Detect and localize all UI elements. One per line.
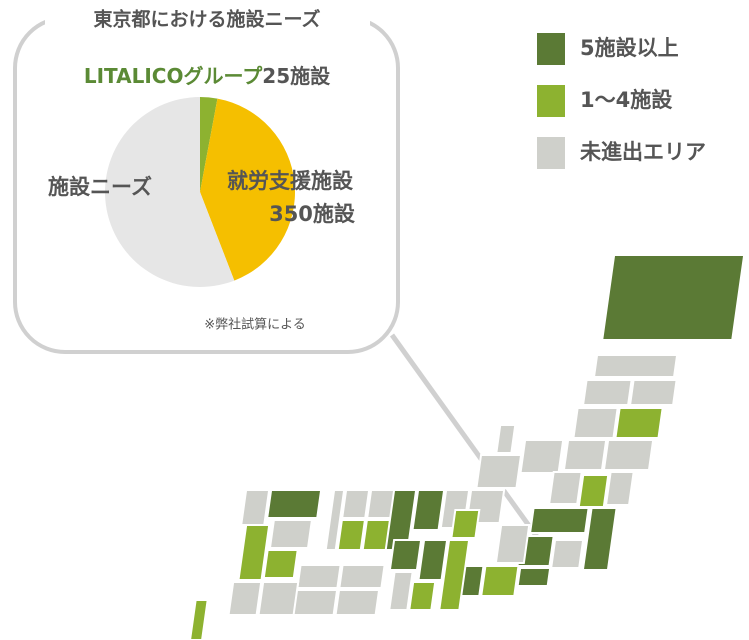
pie-slice	[200, 98, 296, 281]
map-tile	[562, 439, 608, 471]
title-mask	[45, 6, 370, 32]
map-tile	[408, 581, 437, 611]
map-tile	[602, 439, 655, 471]
pie	[105, 97, 296, 287]
legend-label: 5施設以上	[580, 36, 679, 60]
map-tile	[516, 567, 552, 587]
category-label: LITALICOグループ	[84, 64, 263, 88]
map-tile	[417, 539, 449, 581]
map-tile	[237, 524, 271, 581]
map-tile	[592, 354, 679, 378]
map-tile	[334, 589, 381, 616]
map-tile	[336, 519, 367, 551]
chart-title: 東京都における施設ニーズ	[93, 8, 320, 31]
legend-label: 1〜4施設	[580, 88, 673, 112]
map-tile	[240, 489, 271, 526]
map-tile	[548, 471, 583, 505]
map-tile	[388, 571, 414, 611]
map-tile	[262, 549, 299, 579]
map-tile	[411, 489, 446, 531]
map-tile	[268, 519, 314, 549]
map	[188, 254, 746, 640]
map-tile	[257, 581, 300, 616]
map-tile	[450, 509, 481, 539]
legend-label: 未進出エリア	[580, 140, 706, 164]
map-tile	[366, 489, 396, 519]
legend-swatch	[537, 33, 565, 65]
map-tile	[361, 519, 392, 551]
map-tile	[188, 599, 209, 640]
map-tile	[581, 379, 633, 406]
pie-slice	[105, 97, 235, 287]
map-tile	[495, 424, 517, 454]
map-tile	[388, 539, 423, 571]
map-tile	[475, 454, 523, 489]
value-label: 350施設	[269, 202, 356, 226]
map-tile	[338, 564, 386, 589]
map-tile	[601, 254, 746, 341]
map-tile	[604, 471, 635, 506]
category-label: 就労支援施設	[227, 169, 354, 193]
legend-swatch	[537, 137, 565, 169]
map-tile	[480, 565, 520, 597]
map-tile	[324, 489, 346, 551]
pie-slice	[200, 97, 218, 192]
map-tile	[572, 407, 619, 439]
map-tile	[528, 507, 590, 534]
label-litalico: LITALICOグループ25施設	[84, 64, 331, 88]
map-tile	[628, 379, 678, 406]
map-tile	[614, 407, 664, 439]
map-tile	[296, 564, 342, 589]
value-label: 25施設	[262, 64, 331, 88]
map-tile	[341, 489, 371, 519]
category-label: 施設ニーズ	[48, 175, 152, 199]
map-tile	[438, 539, 471, 611]
map-tile	[581, 507, 618, 571]
callout-pointer	[389, 333, 548, 550]
map-tile	[266, 489, 323, 519]
map-tile	[550, 539, 585, 569]
note: ※弊社試算による	[204, 317, 306, 333]
map-tile	[494, 524, 531, 564]
legend-swatch	[537, 85, 565, 117]
map-tile	[577, 474, 610, 508]
map-tile	[519, 439, 565, 474]
map-tile	[227, 581, 263, 616]
